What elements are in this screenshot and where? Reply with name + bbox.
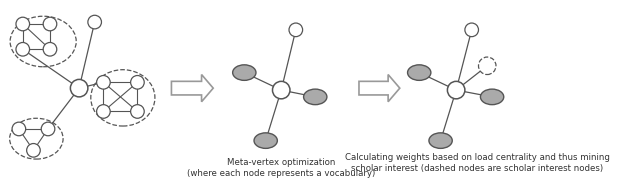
- Circle shape: [27, 144, 40, 157]
- Text: scholar interest (dashed nodes are scholar interest nodes): scholar interest (dashed nodes are schol…: [351, 164, 604, 173]
- Circle shape: [16, 17, 29, 31]
- Ellipse shape: [429, 133, 452, 148]
- Circle shape: [88, 15, 102, 29]
- Circle shape: [70, 79, 88, 97]
- Text: Meta-vertex optimization: Meta-vertex optimization: [227, 158, 335, 167]
- Circle shape: [41, 122, 55, 136]
- Circle shape: [479, 57, 496, 75]
- Circle shape: [465, 23, 479, 37]
- Circle shape: [131, 76, 144, 89]
- Circle shape: [131, 105, 144, 118]
- Circle shape: [447, 81, 465, 99]
- Text: (where each node represents a vocabulary): (where each node represents a vocabulary…: [187, 169, 376, 178]
- Circle shape: [97, 105, 110, 118]
- Ellipse shape: [481, 89, 504, 105]
- Circle shape: [43, 42, 57, 56]
- Ellipse shape: [408, 65, 431, 80]
- Circle shape: [273, 81, 290, 99]
- Circle shape: [289, 23, 303, 37]
- Polygon shape: [172, 75, 213, 102]
- Circle shape: [16, 42, 29, 56]
- Circle shape: [12, 122, 26, 136]
- Text: Calculating weights based on load centrality and thus mining: Calculating weights based on load centra…: [345, 153, 610, 162]
- Ellipse shape: [303, 89, 327, 105]
- Ellipse shape: [233, 65, 256, 80]
- Circle shape: [97, 76, 110, 89]
- Polygon shape: [359, 75, 400, 102]
- Ellipse shape: [254, 133, 277, 148]
- Circle shape: [43, 17, 57, 31]
